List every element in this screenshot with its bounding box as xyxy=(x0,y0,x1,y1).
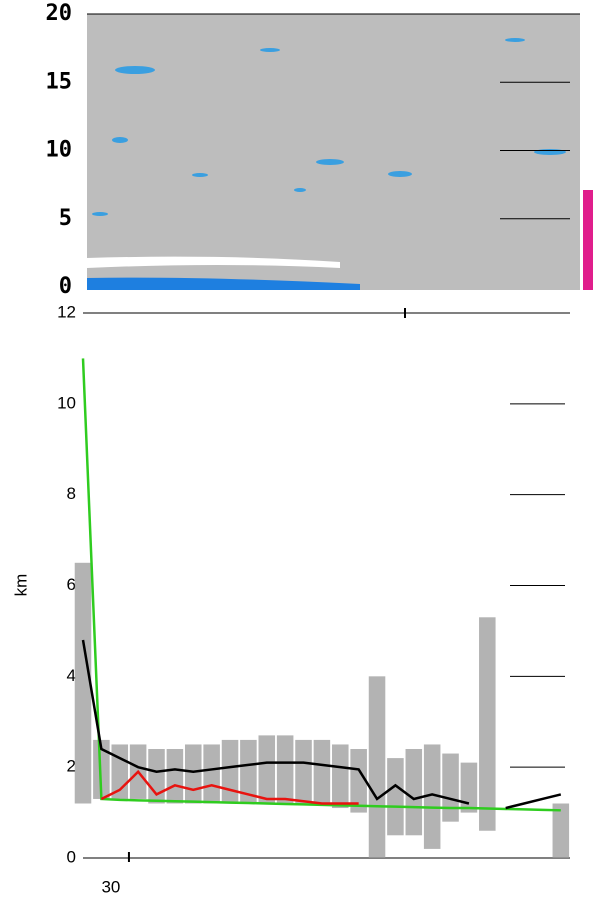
y-tick-label: 20 xyxy=(46,1,73,26)
series-line xyxy=(81,358,561,812)
band-bar xyxy=(166,749,184,804)
band-bar xyxy=(295,739,312,804)
y-tick-label: 10 xyxy=(57,393,76,412)
band-bar xyxy=(387,758,404,836)
band-bar xyxy=(552,803,570,858)
band-bar xyxy=(221,739,239,804)
band-bar xyxy=(368,676,386,858)
bottom-panel: km 0 2 4 6 8 10 12 30 xyxy=(11,302,570,896)
white-band xyxy=(87,256,340,268)
y-tick-label: 10 xyxy=(46,138,73,163)
band-bar xyxy=(460,762,478,813)
band-bar xyxy=(240,739,257,804)
y-tick-label: 15 xyxy=(46,69,73,94)
series-line xyxy=(81,639,562,810)
streaks xyxy=(92,38,566,216)
y-tick-label: 0 xyxy=(59,274,72,299)
band-bar xyxy=(423,744,441,849)
y-axis-label: km xyxy=(11,574,30,597)
band-bar xyxy=(276,735,294,804)
x-tick-label: 30 xyxy=(101,877,120,896)
series-line xyxy=(100,769,359,805)
y-tick-label: 6 xyxy=(67,575,76,594)
top-panel: 0 5 10 15 20 xyxy=(46,1,593,299)
blue-band xyxy=(87,277,360,290)
band-bar xyxy=(405,749,423,836)
band-bar xyxy=(184,744,202,804)
y-tick-label: 4 xyxy=(67,666,76,685)
edge-strip xyxy=(583,190,593,290)
field-background xyxy=(87,14,580,290)
band-bar xyxy=(313,739,331,804)
y-tick-label: 5 xyxy=(59,206,72,231)
y-tick-label: 12 xyxy=(57,302,76,321)
band-bar xyxy=(258,735,276,804)
y-tick-label: 8 xyxy=(67,484,76,503)
band-bar xyxy=(332,744,349,809)
band-bar xyxy=(442,753,459,822)
y-tick-label: 2 xyxy=(67,757,76,776)
y-tick-label: 0 xyxy=(67,847,76,866)
band-bar xyxy=(479,617,496,831)
band-bar xyxy=(350,749,367,813)
band-bar xyxy=(74,562,92,804)
band-bar xyxy=(203,744,220,804)
